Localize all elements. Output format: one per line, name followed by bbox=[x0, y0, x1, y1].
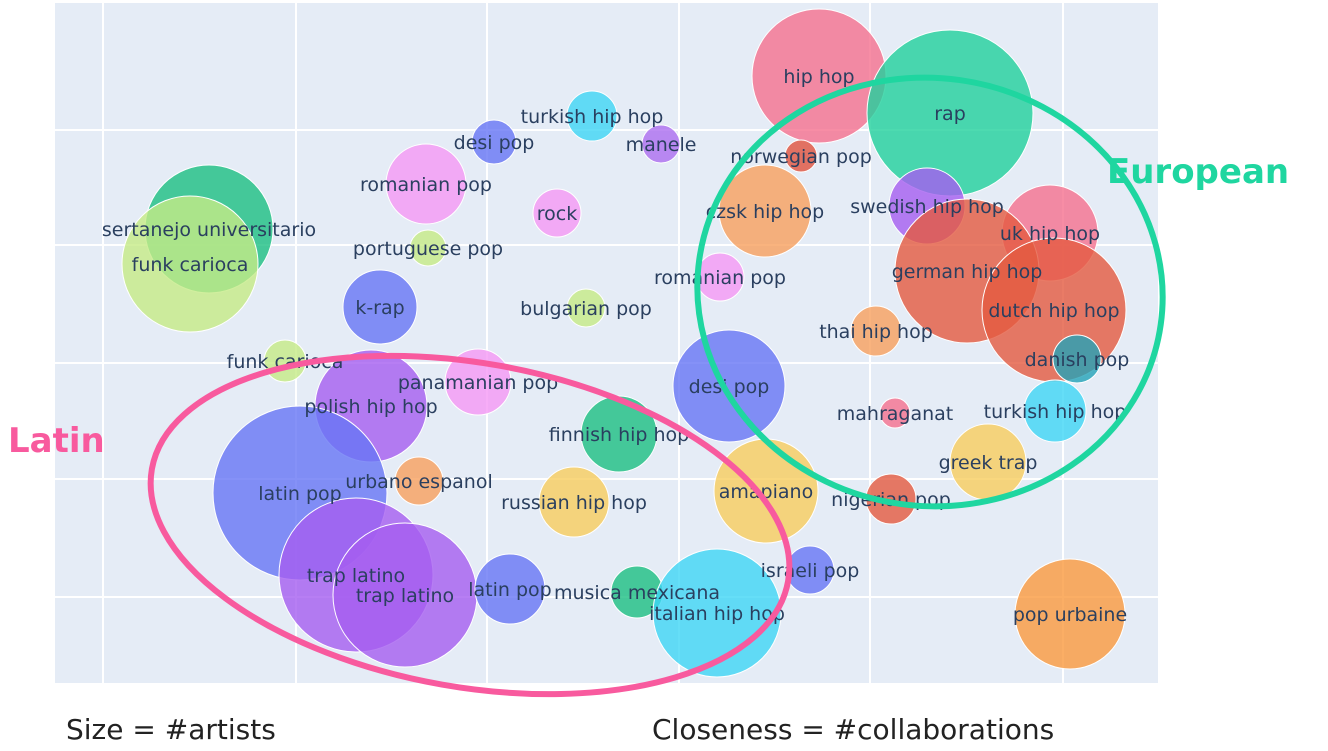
bubble-label: desi pop bbox=[454, 132, 535, 154]
bubble-label: funk carioca bbox=[132, 254, 249, 276]
bubble bbox=[566, 90, 618, 142]
bubble-label: funk carioca bbox=[227, 351, 344, 373]
bubble-label: desi pop bbox=[689, 376, 770, 398]
bubble bbox=[566, 288, 606, 328]
bubble-label: turkish hip hop bbox=[521, 106, 664, 128]
bubble-label: amapiano bbox=[719, 481, 813, 503]
bubble bbox=[538, 466, 610, 538]
bubble bbox=[474, 553, 546, 625]
closeness-caption: Closeness = #collaborations bbox=[652, 713, 1055, 746]
bubble-label: mahraganat bbox=[837, 403, 954, 425]
bubble-label: russian hip hop bbox=[501, 492, 647, 514]
bubble-label: manele bbox=[626, 134, 697, 156]
bubble-label: portuguese pop bbox=[353, 238, 503, 260]
european-group-ellipse bbox=[694, 74, 1166, 510]
bubble-label: rock bbox=[537, 203, 577, 225]
bubble-label: musica mexicana bbox=[554, 582, 720, 604]
bubble-label: sertanejo universitario bbox=[102, 219, 316, 241]
bubbles-layer bbox=[121, 8, 1127, 678]
bubble-label: latin pop bbox=[258, 483, 341, 505]
bubble-label: italian hip hop bbox=[649, 603, 785, 625]
bubble-label: thai hip hop bbox=[819, 321, 933, 343]
bubble-label: norwegian pop bbox=[730, 146, 872, 168]
bubble-label: trap latino bbox=[307, 565, 405, 587]
bubble-label: turkish hip hop bbox=[984, 401, 1127, 423]
bubble bbox=[385, 143, 467, 225]
bubble-label: greek trap bbox=[939, 452, 1038, 474]
bubble bbox=[784, 139, 818, 173]
bubble-label: latin pop bbox=[468, 579, 551, 601]
bubble-label: romanian pop bbox=[360, 174, 492, 196]
bubble-label: hip hop bbox=[783, 66, 854, 88]
bubble bbox=[879, 397, 911, 429]
bubble bbox=[850, 305, 902, 357]
latin-group-ellipse bbox=[147, 352, 793, 698]
bubble-label: polish hip hop bbox=[304, 396, 437, 418]
bubble bbox=[471, 119, 517, 165]
bubble bbox=[785, 545, 835, 595]
bubble bbox=[532, 188, 582, 238]
european-group-label: European bbox=[1107, 152, 1289, 192]
bubble-label: k-rap bbox=[355, 297, 404, 319]
bubble-label: finnish hip hop bbox=[549, 424, 689, 446]
group-annotations: Latin European bbox=[8, 74, 1289, 698]
bubble bbox=[409, 229, 447, 267]
bubble bbox=[718, 164, 812, 258]
bubble bbox=[1023, 379, 1087, 443]
bubble-label: rap bbox=[934, 103, 966, 125]
bubble bbox=[672, 329, 786, 443]
bubble-label: bulgarian pop bbox=[520, 298, 652, 320]
bubble-label: danish pop bbox=[1025, 349, 1130, 371]
bubble-label: trap latino bbox=[356, 585, 454, 607]
bubble bbox=[342, 269, 418, 345]
bubble-label: romanian pop bbox=[654, 267, 786, 289]
bubble bbox=[641, 124, 681, 164]
bubble-label: panamanian pop bbox=[398, 372, 558, 394]
bubble-label: pop urbaine bbox=[1013, 604, 1127, 626]
bubble-label: czsk hip hop bbox=[706, 201, 825, 223]
bubble bbox=[1052, 334, 1102, 384]
latin-group-label: Latin bbox=[8, 421, 105, 461]
bubble bbox=[580, 395, 658, 473]
bubble-label: dutch hip hop bbox=[988, 300, 1119, 322]
bubble bbox=[1014, 558, 1126, 670]
bubble-label: swedish hip hop bbox=[850, 196, 1004, 218]
bubble-label: urbano espanol bbox=[345, 471, 493, 493]
bubble-label: israeli pop bbox=[761, 560, 860, 582]
bubble bbox=[394, 456, 444, 506]
bubble-label: german hip hop bbox=[892, 261, 1043, 283]
size-caption: Size = #artists bbox=[66, 713, 276, 746]
bubble-label: uk hip hop bbox=[1000, 223, 1100, 245]
bubble bbox=[121, 195, 259, 333]
bubble-labels-layer: hip hop rap turkish hip hop desi pop manele n… bbox=[102, 66, 1130, 626]
